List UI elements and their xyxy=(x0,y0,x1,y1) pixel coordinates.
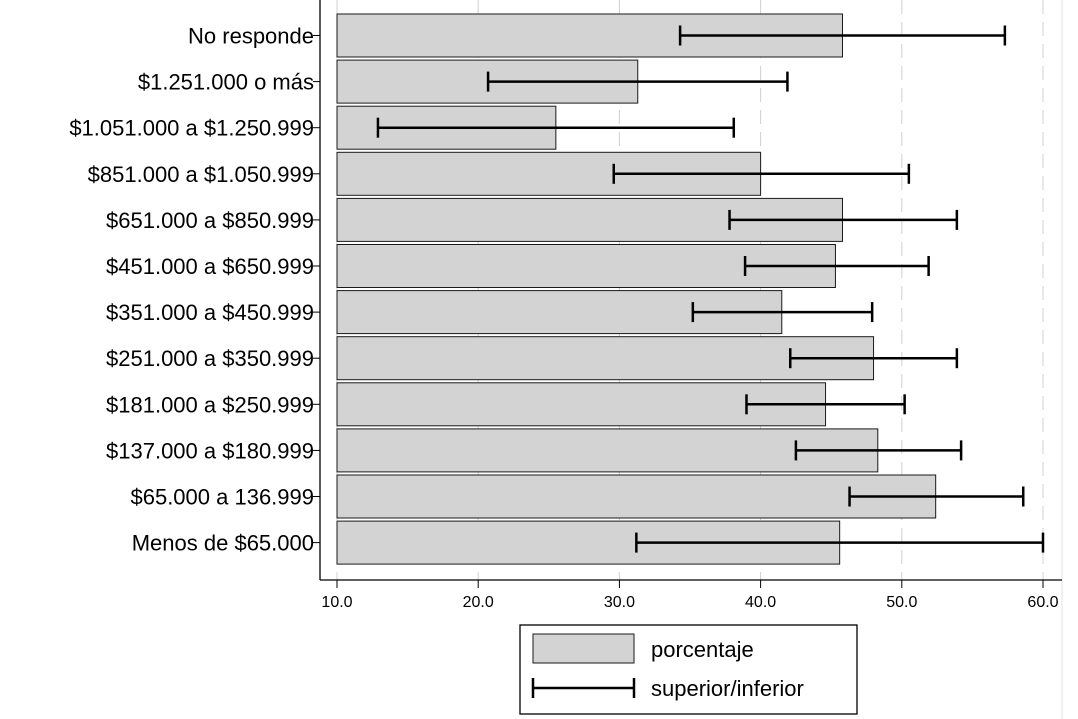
category-label-4: $651.000 a $850.999 xyxy=(106,208,314,233)
legend-label-porcentaje: porcentaje xyxy=(651,637,754,662)
legend-label-superior-inferior: superior/inferior xyxy=(651,676,804,701)
x-tick-labels: 10.0 20.0 30.0 40.0 50.0 60.0 xyxy=(321,594,1058,611)
category-label-5: $451.000 a $650.999 xyxy=(106,254,314,279)
x-tick-label-5: 60.0 xyxy=(1027,594,1058,611)
category-label-11: Menos de $65.000 xyxy=(132,531,314,556)
legend: porcentaje superior/inferior xyxy=(520,625,857,714)
category-label-1: $1.251.000 o más xyxy=(138,70,314,95)
category-label-7: $251.000 a $350.999 xyxy=(106,346,314,371)
category-label-9: $137.000 a $180.999 xyxy=(106,438,314,463)
x-tick-label-4: 50.0 xyxy=(886,594,917,611)
category-label-6: $351.000 a $450.999 xyxy=(106,300,314,325)
bar-10 xyxy=(337,475,936,518)
category-labels: No responde $1.251.000 o más $1.051.000 a … xyxy=(69,24,314,556)
legend-swatch-porcentaje xyxy=(533,634,634,663)
bars-group xyxy=(337,14,936,564)
category-label-3: $851.000 a $1.050.999 xyxy=(88,162,314,187)
x-tick-label-2: 30.0 xyxy=(604,594,635,611)
category-label-2: $1.051.000 a $1.250.999 xyxy=(69,116,314,141)
x-tick-label-1: 20.0 xyxy=(463,594,494,611)
x-tick-label-3: 40.0 xyxy=(745,594,776,611)
category-label-10: $65.000 a 136.999 xyxy=(130,485,314,510)
category-label-0: No responde xyxy=(188,24,314,49)
x-tick-label-0: 10.0 xyxy=(321,594,352,611)
category-label-8: $181.000 a $250.999 xyxy=(106,392,314,417)
